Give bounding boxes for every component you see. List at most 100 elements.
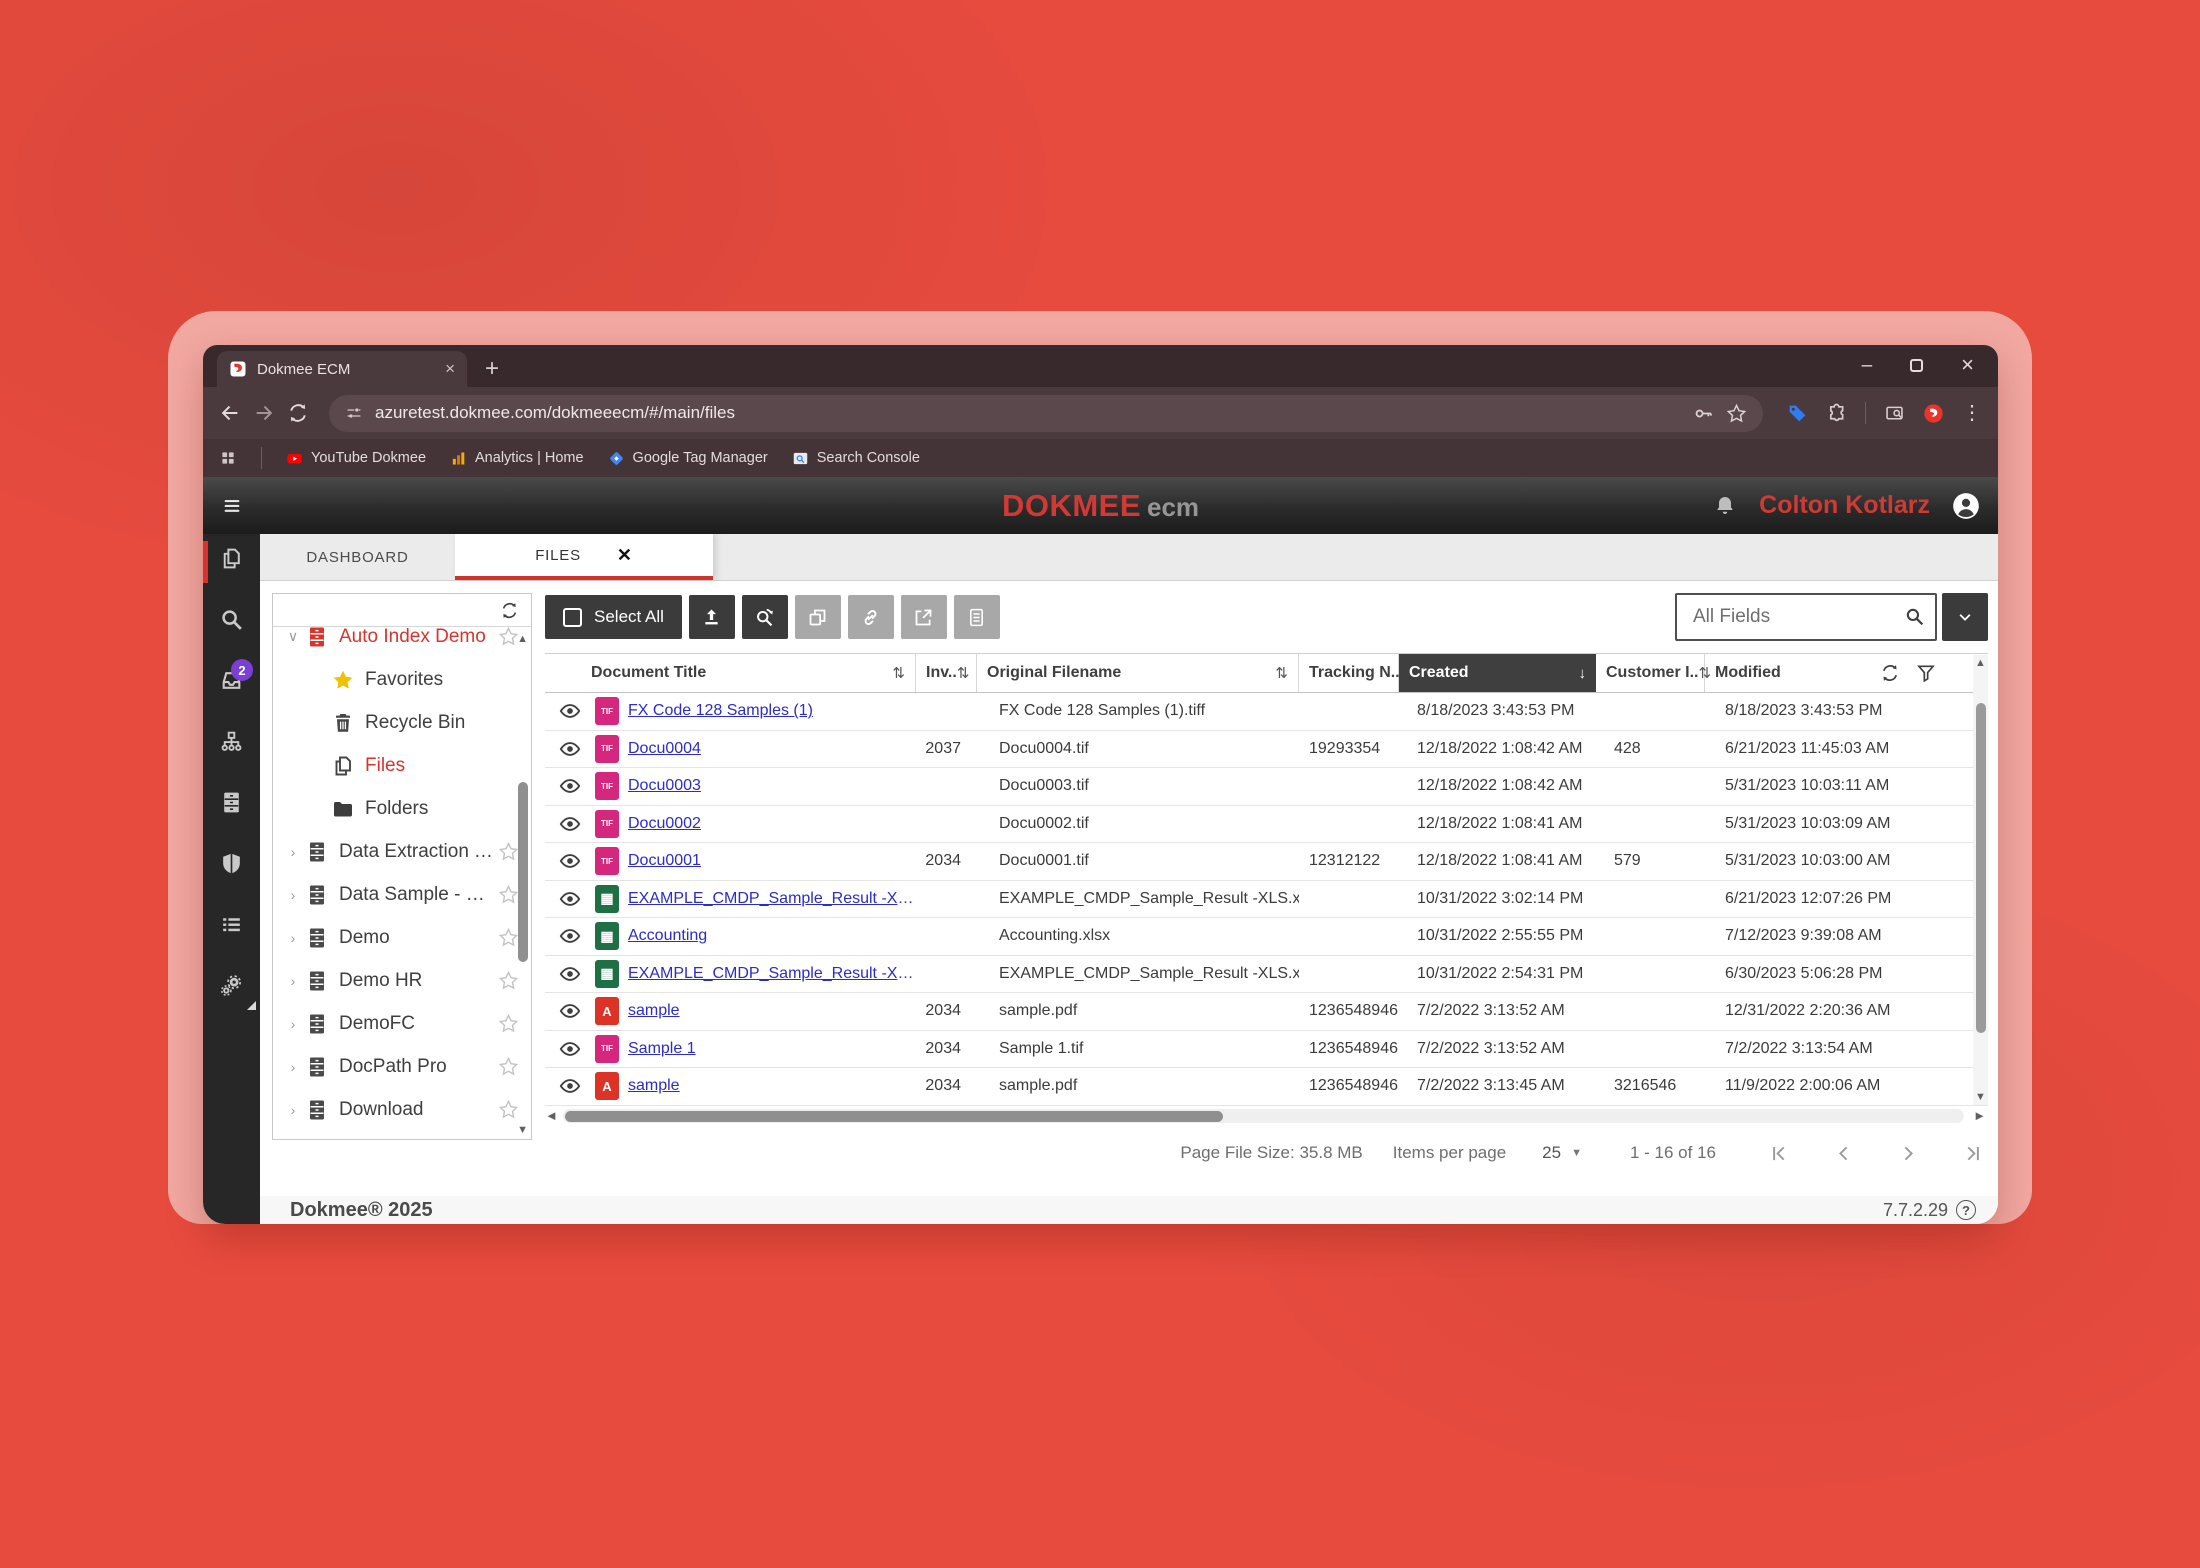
items-per-page-caret-icon[interactable]: ▼ xyxy=(1571,1147,1582,1159)
document-link[interactable]: sample xyxy=(628,1077,680,1095)
table-row[interactable]: sample 2034 sample.pdf 1236548946 7/2/20… xyxy=(545,993,1988,1031)
tab-close-icon[interactable]: × xyxy=(445,359,455,378)
rail-list-icon[interactable] xyxy=(203,912,260,937)
favorite-star-icon[interactable] xyxy=(498,927,519,948)
sort-icon[interactable]: ⇅ xyxy=(892,665,905,682)
rail-settings-gears-icon[interactable] xyxy=(203,973,260,1010)
preview-eye-icon[interactable] xyxy=(559,775,581,797)
rail-security-shield-icon[interactable] xyxy=(203,851,260,876)
open-external-button[interactable] xyxy=(900,595,947,639)
document-link[interactable]: EXAMPLE_CMDP_Sample_Result -XLS xyxy=(628,889,916,907)
chevron-down-icon[interactable]: ∨ xyxy=(287,628,299,644)
tab-files-close-icon[interactable]: ✕ xyxy=(616,544,633,565)
filter-funnel-icon[interactable] xyxy=(1916,663,1936,683)
bookmark-item[interactable]: Search Console xyxy=(792,450,920,467)
sort-desc-icon[interactable]: ↓ xyxy=(1578,664,1587,682)
menu-hamburger-icon[interactable] xyxy=(203,495,260,517)
forward-button[interactable] xyxy=(253,402,275,424)
table-row[interactable]: FX Code 128 Samples (1) FX Code 128 Samp… xyxy=(545,693,1988,731)
chevron-right-icon[interactable]: › xyxy=(290,1058,296,1075)
tree-item[interactable]: Recycle Bin xyxy=(273,701,531,744)
tab-files[interactable]: FILES ✕ xyxy=(455,534,713,580)
sort-icon[interactable]: ⇅ xyxy=(1275,665,1288,682)
site-info-icon[interactable] xyxy=(345,404,363,422)
tab-dashboard[interactable]: DASHBOARD xyxy=(306,548,409,566)
scroll-right-icon[interactable]: ► xyxy=(1973,1108,1986,1123)
user-name[interactable]: Colton Kotlarz xyxy=(1759,491,1930,519)
vertical-scrollbar[interactable]: ▲ ▼ xyxy=(1973,655,1988,1105)
search-again-button[interactable] xyxy=(741,595,788,639)
link-button[interactable] xyxy=(847,595,894,639)
back-button[interactable] xyxy=(219,402,241,424)
preview-eye-icon[interactable] xyxy=(559,888,581,910)
tree-item-cabinet-root[interactable]: ∨ Auto Index Demo xyxy=(273,627,531,658)
document-button[interactable] xyxy=(953,595,1000,639)
column-customer[interactable]: Customer I.. ⇅ xyxy=(1596,654,1711,692)
tree-scroll-down-icon[interactable]: ▼ xyxy=(517,1124,528,1136)
scroll-down-icon[interactable]: ▼ xyxy=(1975,1091,1986,1103)
column-document-title[interactable]: Document Title ⇅ xyxy=(545,654,916,692)
table-row[interactable]: sample 2034 sample.pdf 1236548946 7/2/20… xyxy=(545,1068,1988,1106)
chevron-right-icon[interactable]: › xyxy=(290,929,296,946)
chevron-right-icon[interactable]: › xyxy=(290,1101,296,1118)
tree-item[interactable]: Files xyxy=(273,744,531,787)
tree-item-cabinet[interactable]: › Data Extraction Test xyxy=(273,830,531,873)
user-avatar-icon[interactable] xyxy=(1952,492,1980,520)
copy-button[interactable] xyxy=(794,595,841,639)
bookmark-item[interactable]: Analytics | Home xyxy=(450,450,584,467)
table-row[interactable]: EXAMPLE_CMDP_Sample_Result -XLS EXAMPLE_… xyxy=(545,881,1988,918)
rail-workflow-icon[interactable] xyxy=(203,729,260,754)
first-page-button[interactable] xyxy=(1768,1143,1789,1164)
search-input[interactable] xyxy=(1675,593,1937,641)
favorite-star-icon[interactable] xyxy=(498,841,519,862)
document-link[interactable]: Docu0004 xyxy=(628,739,701,757)
password-key-icon[interactable] xyxy=(1693,403,1714,424)
grid-refresh-icon[interactable] xyxy=(1880,663,1900,683)
preview-eye-icon[interactable] xyxy=(559,925,581,947)
favorite-star-icon[interactable] xyxy=(498,1056,519,1077)
reload-button[interactable] xyxy=(287,402,309,424)
previous-page-button[interactable] xyxy=(1833,1143,1854,1164)
document-link[interactable]: Sample 1 xyxy=(628,1039,696,1057)
column-created[interactable]: Created ↓ xyxy=(1399,654,1596,692)
column-original-filename[interactable]: Original Filename ⇅ xyxy=(977,654,1299,692)
favorite-star-icon[interactable] xyxy=(498,1099,519,1120)
document-link[interactable]: EXAMPLE_CMDP_Sample_Result -XLS xyxy=(628,964,916,982)
column-modified[interactable]: Modified xyxy=(1705,654,1988,692)
rail-records-icon[interactable] xyxy=(203,790,260,815)
favorite-star-icon[interactable] xyxy=(498,627,519,647)
table-row[interactable]: Docu0001 2034 Docu0001.tif 12312122 12/1… xyxy=(545,843,1988,881)
chevron-right-icon[interactable]: › xyxy=(290,1015,296,1032)
tree-item-cabinet[interactable]: › Demo xyxy=(273,916,531,959)
chevron-right-icon[interactable]: › xyxy=(290,843,296,860)
rail-documents-icon[interactable] xyxy=(203,541,260,583)
preview-eye-icon[interactable] xyxy=(559,738,581,760)
tree-item-cabinet[interactable]: › Data Sample - Un... xyxy=(273,873,531,916)
select-all-button[interactable]: Select All xyxy=(545,595,682,639)
table-row[interactable]: Docu0004 2037 Docu0004.tif 19293354 12/1… xyxy=(545,731,1988,768)
next-page-button[interactable] xyxy=(1898,1143,1919,1164)
document-link[interactable]: Docu0001 xyxy=(628,852,701,870)
preview-eye-icon[interactable] xyxy=(559,700,581,722)
document-link[interactable]: Docu0003 xyxy=(628,777,701,795)
chevron-right-icon[interactable]: › xyxy=(290,886,296,903)
horizontal-scrollbar-thumb[interactable] xyxy=(565,1110,1224,1122)
table-row[interactable]: EXAMPLE_CMDP_Sample_Result -XLS EXAMPLE_… xyxy=(545,956,1988,993)
rail-search-icon[interactable] xyxy=(203,607,260,632)
tree-item[interactable]: Folders xyxy=(273,787,531,830)
favorite-star-icon[interactable] xyxy=(498,884,519,905)
notifications-bell-icon[interactable] xyxy=(1713,494,1737,518)
horizontal-scrollbar[interactable] xyxy=(563,1109,1964,1123)
maximize-button[interactable] xyxy=(1910,358,1924,372)
table-row[interactable]: Sample 1 2034 Sample 1.tif 1236548946 7/… xyxy=(545,1031,1988,1068)
apps-grid-icon[interactable] xyxy=(219,449,237,467)
preview-eye-icon[interactable] xyxy=(559,1000,581,1022)
table-row[interactable]: Docu0003 Docu0003.tif 12/18/2022 1:08:42… xyxy=(545,768,1988,806)
document-link[interactable]: sample xyxy=(628,1002,680,1020)
bookmark-item[interactable]: YouTube Dokmee xyxy=(286,450,426,467)
reading-mode-icon[interactable] xyxy=(1884,403,1905,424)
sort-icon[interactable]: ⇅ xyxy=(956,665,970,682)
url-text[interactable]: azuretest.dokmee.com/dokmeeecm/#/main/fi… xyxy=(375,403,735,422)
minimize-button[interactable]: – xyxy=(1861,354,1873,376)
browser-profile-avatar[interactable] xyxy=(1923,403,1944,424)
